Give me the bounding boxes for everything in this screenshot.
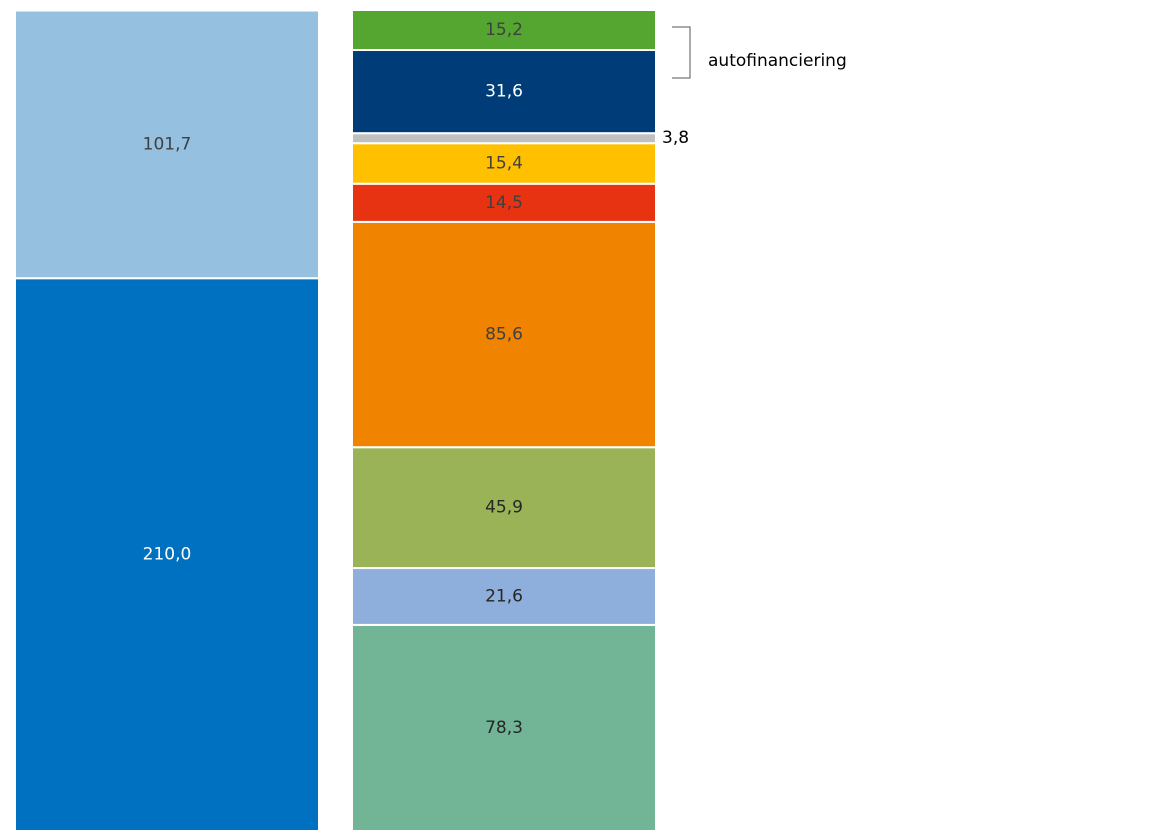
segment — [351, 49, 657, 135]
segment — [351, 220, 657, 449]
segment — [351, 142, 657, 185]
segment — [14, 9, 320, 280]
data-label: 210,0 — [143, 545, 192, 565]
segment — [351, 9, 657, 52]
data-label: 21,6 — [485, 586, 523, 606]
data-label: 15,4 — [485, 153, 523, 173]
data-label: 14,5 — [485, 193, 523, 213]
segment — [351, 567, 657, 626]
data-label: 85,6 — [485, 325, 523, 345]
data-label: 101,7 — [143, 134, 192, 154]
data-label: 78,3 — [485, 718, 523, 738]
data-label: 45,9 — [485, 498, 523, 518]
data-label: 3,8 — [662, 128, 689, 148]
annotation: autofinanciering — [708, 51, 847, 71]
segment — [351, 446, 657, 570]
segment — [351, 182, 657, 223]
segment — [351, 132, 657, 145]
data-label: 15,2 — [485, 20, 523, 40]
bracket — [672, 26, 691, 79]
segment — [14, 277, 320, 832]
data-label: 31,6 — [485, 82, 523, 102]
